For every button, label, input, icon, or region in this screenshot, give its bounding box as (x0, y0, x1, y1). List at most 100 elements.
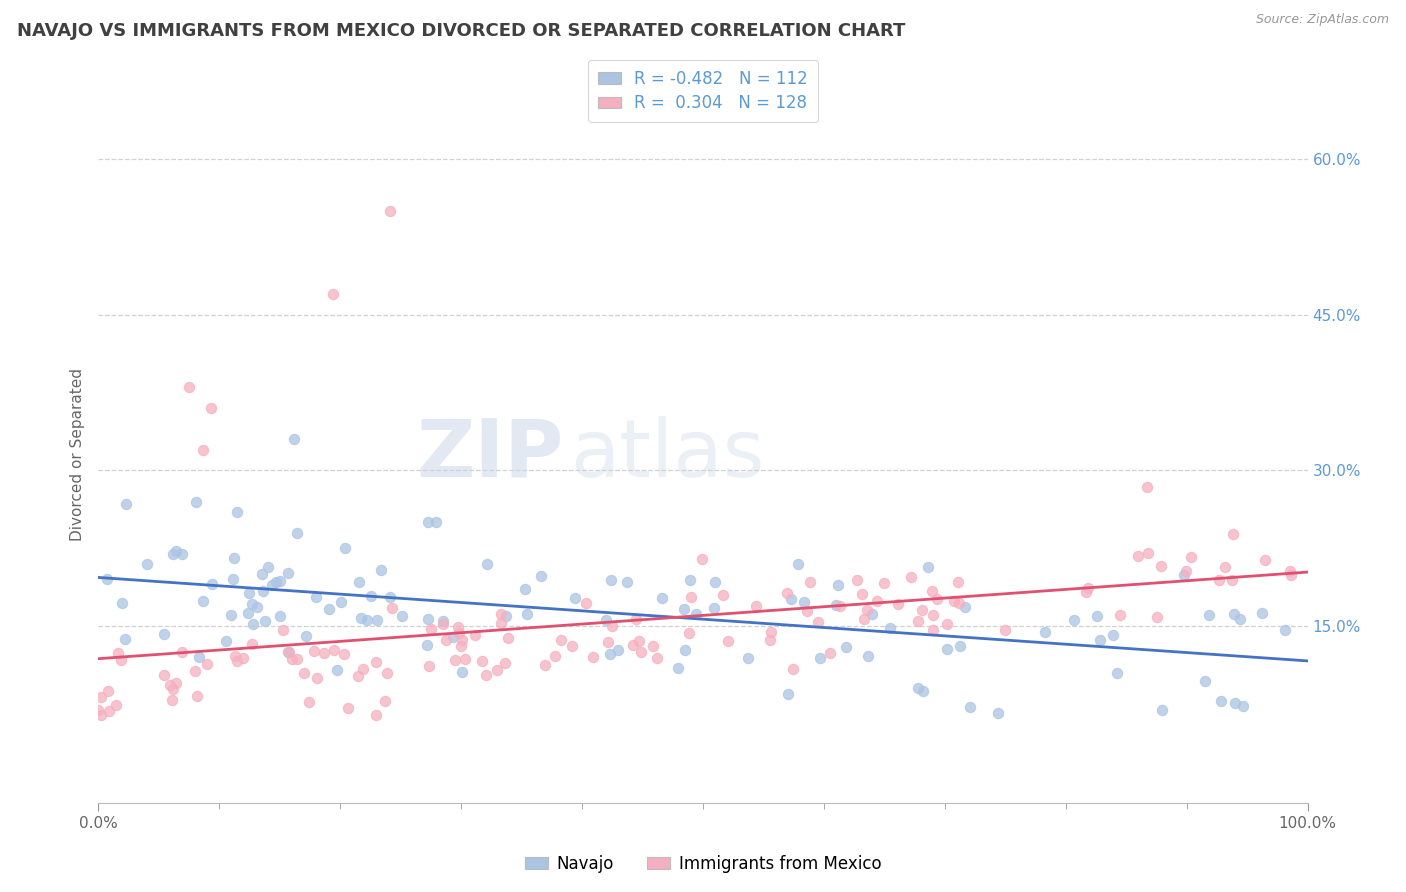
Point (352, 662, 374, 676)
Point (925, 591, 948, 606)
Point (581, 650, 603, 665)
Point (333, 541, 356, 555)
Point (240, 597, 263, 611)
Point (1101, 628, 1123, 642)
Point (716, 634, 738, 648)
Point (184, 665, 207, 679)
Point (447, 620, 470, 634)
Point (242, 617, 264, 632)
Point (292, 665, 315, 680)
Point (948, 596, 970, 610)
Point (513, 582, 536, 596)
Point (346, 669, 368, 683)
Point (599, 648, 621, 662)
Point (420, 622, 443, 636)
Point (1108, 607, 1130, 622)
Point (1209, 694, 1232, 708)
Point (97, 684, 120, 698)
Point (796, 604, 818, 618)
Point (922, 624, 945, 638)
Point (860, 607, 883, 621)
Point (252, 567, 274, 582)
Point (349, 575, 371, 590)
Point (1225, 696, 1247, 710)
Point (673, 642, 696, 657)
Point (600, 619, 623, 633)
Point (598, 634, 620, 648)
Point (165, 544, 187, 558)
Point (855, 603, 877, 617)
Point (232, 651, 254, 665)
Point (159, 678, 181, 692)
Point (269, 609, 291, 624)
Point (561, 639, 583, 653)
Point (1088, 632, 1111, 647)
Point (1274, 623, 1296, 637)
Point (277, 645, 299, 659)
Point (441, 631, 464, 645)
Point (193, 442, 215, 457)
Point (162, 547, 184, 561)
Point (759, 632, 782, 647)
Point (1128, 549, 1150, 564)
Point (666, 661, 689, 675)
Point (295, 629, 318, 643)
Point (451, 632, 474, 647)
Point (450, 665, 472, 679)
Point (607, 643, 630, 657)
Point (759, 624, 782, 639)
Point (806, 615, 828, 630)
Point (222, 550, 245, 565)
Point (380, 203, 402, 218)
Point (678, 573, 700, 587)
Point (948, 575, 970, 590)
Point (651, 591, 673, 606)
Text: Source: ZipAtlas.com: Source: ZipAtlas.com (1256, 13, 1389, 27)
Point (516, 607, 538, 621)
Point (172, 644, 194, 658)
Point (302, 643, 325, 657)
Point (1198, 607, 1220, 622)
Point (110, 653, 132, 667)
Point (564, 591, 586, 606)
Point (240, 637, 263, 651)
Point (953, 600, 976, 615)
Point (298, 695, 321, 709)
Point (135, 557, 157, 571)
Point (1222, 526, 1244, 541)
Point (1077, 581, 1099, 595)
Point (162, 693, 184, 707)
Point (1074, 584, 1097, 599)
Point (494, 657, 516, 671)
Point (685, 607, 707, 621)
Point (936, 616, 959, 631)
Point (418, 659, 440, 673)
Text: ZIP: ZIP (416, 416, 564, 494)
Point (450, 639, 472, 653)
Legend: R = -0.482   N = 112, R =  0.304   N = 128: R = -0.482 N = 112, R = 0.304 N = 128 (588, 60, 818, 122)
Point (1232, 698, 1254, 713)
Point (374, 694, 396, 708)
Point (464, 628, 486, 642)
Point (170, 547, 193, 561)
Point (360, 590, 382, 604)
Point (475, 558, 498, 572)
Point (153, 627, 176, 641)
Point (626, 612, 648, 626)
Point (322, 643, 344, 657)
Point (283, 433, 305, 447)
Point (496, 631, 519, 645)
Point (350, 610, 373, 624)
Point (366, 614, 388, 628)
Point (418, 516, 440, 530)
Point (737, 650, 759, 665)
Point (782, 662, 804, 676)
Point (530, 569, 553, 583)
Point (1180, 550, 1202, 565)
Point (485, 663, 508, 677)
Point (1229, 612, 1251, 626)
Point (271, 623, 294, 637)
Point (238, 606, 260, 620)
Point (326, 663, 349, 677)
Point (1194, 673, 1216, 688)
